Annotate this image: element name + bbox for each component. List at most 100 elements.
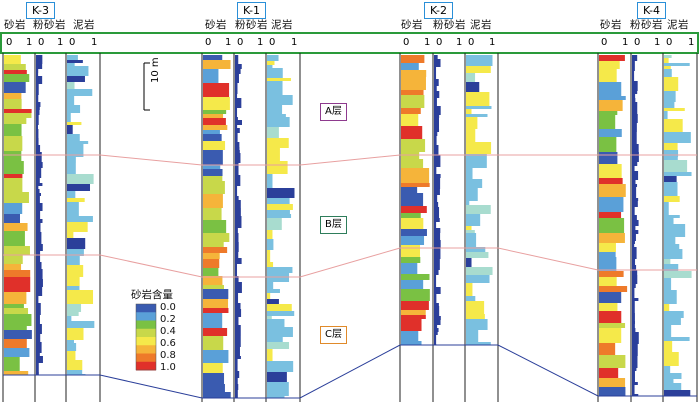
mudstone-bar [466, 154, 487, 168]
siltstone-bar [235, 125, 238, 128]
siltstone-bar [235, 196, 239, 200]
legend-swatch [136, 337, 156, 346]
mudstone-bar [664, 341, 673, 352]
mudstone-bar [466, 142, 492, 154]
mudstone-bar [267, 311, 295, 316]
sandstone-bar [4, 304, 24, 308]
mudstone-bar [267, 55, 279, 61]
mudstone-bar [67, 316, 72, 321]
siltstone-bar [632, 275, 638, 284]
scale-max: 1 [688, 37, 695, 48]
siltstone-bar [235, 309, 242, 317]
siltstone-bar [235, 142, 240, 147]
mudstone-bar [67, 55, 78, 60]
siltstone-bar [36, 279, 43, 287]
mudstone-bar [664, 379, 674, 383]
siltstone-bar [632, 166, 635, 171]
siltstone-bar [632, 241, 635, 244]
siltstone-bar [36, 102, 41, 107]
sandstone-bar [401, 108, 421, 114]
sandstone-bar [203, 110, 227, 114]
siltstone-bar [632, 244, 635, 247]
sandstone-bar [599, 212, 622, 218]
sandstone-bar [4, 93, 22, 99]
siltstone-bar [36, 178, 40, 183]
mudstone-bar [466, 66, 491, 73]
siltstone-bar [632, 368, 637, 371]
sandstone-bar [401, 187, 418, 193]
sandstone-bar [203, 276, 223, 285]
siltstone-bar [235, 258, 242, 264]
sandstone-bar [599, 252, 616, 257]
mudstone-bar [466, 106, 492, 109]
mudstone-bar [466, 296, 476, 301]
siltstone-bar [434, 270, 439, 275]
mudstone-bar [67, 265, 84, 277]
mudstone-bar [466, 188, 478, 201]
siltstone-bar [632, 132, 637, 144]
mudstone-bar [67, 144, 84, 157]
siltstone-bar [235, 150, 240, 153]
sandstone-bar [599, 137, 617, 152]
sandstone-bar [599, 271, 624, 277]
mudstone-bar [664, 259, 671, 264]
scale-max: 1 [257, 37, 264, 48]
sandstone-bar [4, 231, 25, 246]
sandstone-bar [599, 55, 625, 61]
siltstone-bar [235, 242, 239, 252]
k3-sandstone-label: 砂岩 [4, 19, 26, 31]
mudstone-bar [664, 111, 668, 119]
scale-max: 1 [489, 37, 496, 48]
legend-value-1: 0.2 [160, 314, 176, 325]
siltstone-bar [235, 94, 238, 98]
scale-min: 0 [403, 37, 410, 48]
sandstone-bar [203, 194, 223, 208]
siltstone-bar [36, 84, 39, 95]
scale-max: 1 [26, 37, 33, 48]
mudstone-bar [664, 224, 686, 237]
mudstone-bar [466, 301, 485, 314]
sandstone-bar [599, 368, 619, 378]
sandstone-bar [203, 328, 228, 336]
sandstone-bar [4, 330, 32, 339]
sandstone-bar [4, 314, 32, 326]
siltstone-bar [434, 259, 440, 270]
siltstone-bar [434, 294, 437, 303]
sandstone-bar [4, 371, 29, 375]
mudstone-bar [267, 304, 292, 311]
sandstone-bar [599, 277, 617, 286]
siltstone-bar [632, 94, 636, 98]
sandstone-bar [203, 83, 230, 97]
siltstone-bar [632, 332, 639, 344]
mudstone-bar [267, 382, 289, 396]
mudstone-bar [466, 73, 476, 82]
siltstone-bar [632, 226, 636, 230]
k4-siltstone-label: 粉砂岩 [630, 19, 663, 31]
mudstone-bar [466, 226, 472, 230]
sandstone-bar [401, 236, 425, 245]
sandstone-bar [599, 378, 626, 387]
sandstone-bar [203, 176, 223, 181]
sandstone-bar [203, 363, 223, 373]
siltstone-bar [235, 356, 241, 359]
mudstone-bar [67, 198, 85, 202]
siltstone-bar [434, 233, 441, 240]
siltstone-bar [632, 220, 639, 226]
mudstone-bar [267, 396, 285, 398]
scale-min: 0 [269, 37, 276, 48]
siltstone-bar [434, 174, 441, 178]
siltstone-bar [632, 284, 636, 288]
mudstone-bar [267, 188, 295, 198]
siltstone-bar [36, 363, 39, 372]
siltstone-bar [632, 382, 638, 385]
mudstone-bar [664, 108, 685, 111]
scale-min: 0 [237, 37, 244, 48]
sandstone-bar [4, 264, 22, 270]
siltstone-bar [434, 136, 437, 145]
sandstone-bar [401, 341, 422, 345]
mudstone-bar [267, 239, 274, 250]
siltstone-bar [434, 275, 437, 287]
siltstone-bar [36, 203, 43, 211]
mudstone-bar [466, 55, 493, 66]
sandstone-bar [599, 311, 622, 323]
